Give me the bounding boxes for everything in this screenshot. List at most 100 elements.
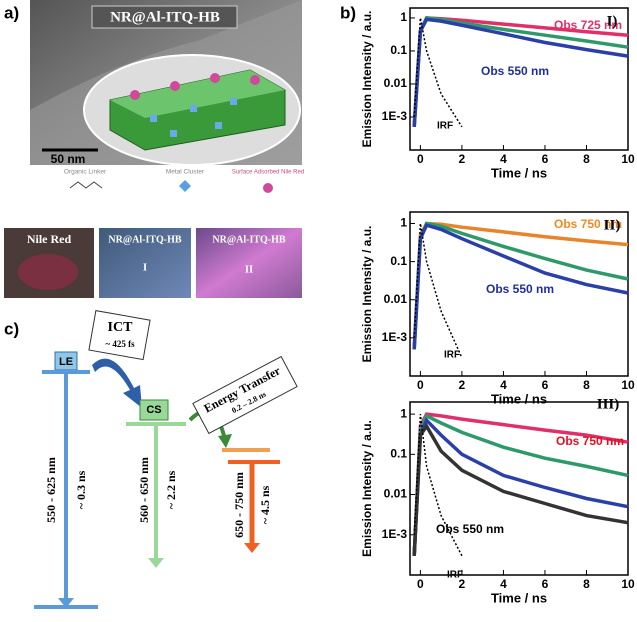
y-tick-label: 1E-3 [382,109,408,123]
panel-label: a) [4,3,19,22]
y-tick-label: 1E-3 [382,527,408,541]
annotation: IRF [444,350,460,361]
annotation: Obs 725 nm [554,18,622,32]
y-tick-label: 1 [400,10,407,24]
time-label: ~ 2.2 ns [164,470,178,509]
range-label: 650 - 750 nm [232,472,246,538]
y-axis-label: Emission Intensity / a.u. [360,420,374,557]
image-title: NR@Al-ITQ-HB [110,9,220,25]
annotation: IRF [437,121,453,132]
metal-clusters [150,98,237,137]
x-tick-label: 4 [500,577,507,591]
x-tick-label: 6 [542,577,549,591]
y-axis-label: Emission Intensity / a.u. [360,226,374,363]
photo-sublabel: II [245,264,254,276]
y-axis-label: Emission Intensity / a.u. [360,11,374,148]
y-tick-label: 1 [400,216,407,230]
time-label: ~ 0.3 ns [74,470,88,509]
x-axis-label: Time / ns [491,590,547,605]
x-tick-label: 6 [542,152,549,166]
arrow-head [218,434,232,448]
x-tick-label: 6 [542,378,549,392]
legend-item: Organic Linker [64,169,107,176]
cs-label: CS [146,404,161,416]
le-label: LE [59,356,73,368]
arrow-head [58,598,74,608]
y-tick-label: 1E-3 [382,330,408,344]
x-tick-label: 8 [583,152,590,166]
x-tick-label: 8 [583,577,590,591]
y-tick-label: 1 [400,406,407,420]
photo [196,228,302,298]
panel-roman: III) [597,396,620,412]
annotation: Obs 550 nm [481,64,549,78]
photo-label: NR@Al-ITQ-HB [212,234,286,245]
x-tick-label: 0 [417,152,424,166]
annotation: Obs 750 nm [554,217,622,231]
x-tick-label: 10 [621,577,635,591]
arrow-head [148,558,164,568]
x-tick-label: 10 [621,152,635,166]
ict-label: ICT [108,320,134,335]
x-tick-label: 4 [500,152,507,166]
photo-label: NR@Al-ITQ-HB [108,234,182,245]
panel-label: c) [4,319,19,338]
legend-item: Surface Adsorbed Nile Red [232,170,304,176]
crystal-top [110,70,285,118]
y-tick-label: 0.01 [384,76,408,90]
title-box [91,5,238,29]
ict-box [88,310,151,361]
arrow-head [244,543,260,553]
x-tick-label: 0 [417,378,424,392]
annotation: IRF [447,570,463,581]
photo-sublabel: I [143,262,147,274]
series-line [413,17,463,128]
cs-box [139,399,169,421]
legend-strip [30,165,302,205]
series-line [413,223,463,359]
annotation: Obs 750 nm [556,434,624,448]
panel-roman: I) [607,13,618,29]
x-axis-label: Time / ns [491,165,547,180]
time-label: ~ 4.5 ns [258,485,272,524]
x-tick-label: 2 [459,577,466,591]
y-tick-label: 0.1 [390,254,407,268]
nile-red-icon [263,183,273,193]
y-tick-label: 0.01 [384,292,408,306]
x-axis-label: Time / ns [491,391,547,406]
y-tick-label: 0.01 [384,487,408,501]
y-tick-label: 0.1 [390,43,407,57]
et-box-group: Energy Transfer 0.2 – 2.8 ns [192,355,298,435]
scale-label: 50 nm [51,152,86,166]
cluster-icon [179,180,191,192]
x-tick-label: 2 [459,152,466,166]
range-label: 560 - 650 nm [137,457,151,523]
series-line [412,422,629,556]
x-tick-label: 10 [621,378,635,392]
legend-item: Metal Cluster [166,169,205,176]
x-tick-label: 8 [583,378,590,392]
x-tick-label: 4 [500,378,507,392]
range-label: 550 - 625 nm [44,457,58,523]
plot-frame [409,401,629,576]
linker-icon [69,181,103,189]
panel-label: b) [340,3,356,22]
y-tick-label: 0.1 [390,447,407,461]
ict-arrow [92,358,142,408]
photo [99,228,191,298]
nile-red-molecules [130,73,260,100]
plot-frame [409,7,629,151]
et-box [192,355,298,435]
x-tick-label: 0 [417,577,424,591]
panel-roman: II) [604,217,621,233]
ict-time: ~ 425 fs [105,339,135,349]
series-line [413,414,463,557]
annotation: Obs 550 nm [486,282,554,296]
x-tick-label: 2 [459,378,466,392]
plot-frame [409,211,629,377]
powder [18,254,78,290]
photo-label: Nile Red [27,232,72,246]
annotation: Obs 550 nm [436,522,504,536]
